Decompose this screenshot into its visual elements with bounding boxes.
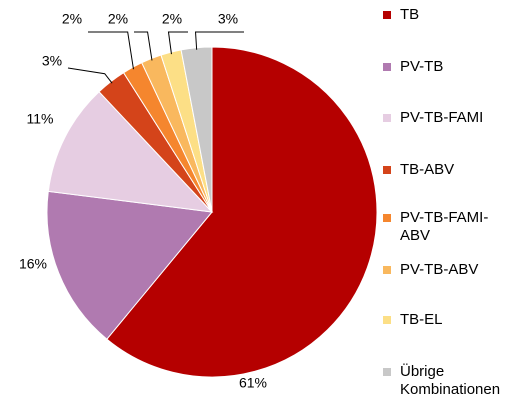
legend-item: TB-EL [383, 311, 493, 329]
legend-item: PV-TB [383, 58, 493, 76]
data-label: 11% [27, 111, 54, 127]
data-label: 2% [62, 11, 82, 27]
data-label: 2% [162, 11, 182, 27]
legend-label: TB-ABV [400, 161, 455, 178]
legend-item: PV-TB-FAMI-ABV [383, 209, 493, 245]
legend-label: PV-TB [400, 58, 444, 75]
leader-line [88, 31, 134, 70]
data-label: 2% [108, 11, 128, 27]
data-label: 61% [239, 375, 267, 391]
legend-swatch [383, 63, 391, 71]
legend-swatch [383, 368, 391, 376]
legend-swatch [383, 316, 391, 324]
pie-slice [106, 46, 378, 378]
legend-label: Übrige Kombinationen [400, 363, 501, 398]
legend-swatch [383, 114, 391, 122]
data-label: 16% [19, 256, 47, 272]
legend-item: Übrige Kombinationen [383, 363, 501, 399]
legend-item: PV-TB-FAMI [383, 109, 493, 127]
legend-label: PV-TB-ABV [400, 261, 479, 278]
data-label: 3% [42, 53, 62, 69]
leader-line [67, 67, 113, 84]
legend-swatch [383, 11, 391, 19]
legend-label: PV-TB-FAMI-ABV [400, 209, 489, 244]
data-label: 3% [218, 11, 238, 27]
legend-swatch [383, 214, 391, 222]
leader-line [134, 31, 153, 61]
pie-slice [46, 190, 213, 340]
legend-label: TB-EL [400, 311, 443, 328]
leader-line [167, 31, 188, 55]
legend-swatch [383, 266, 391, 274]
legend-label: PV-TB-FAMI [400, 109, 484, 126]
legend-swatch [383, 166, 391, 174]
legend-label: TB [400, 6, 420, 23]
legend-item: PV-TB-ABV [383, 261, 493, 279]
legend-item: TB [383, 6, 493, 24]
legend-item: TB-ABV [383, 161, 493, 179]
leader-line [194, 31, 244, 50]
pie-slice [47, 91, 214, 213]
